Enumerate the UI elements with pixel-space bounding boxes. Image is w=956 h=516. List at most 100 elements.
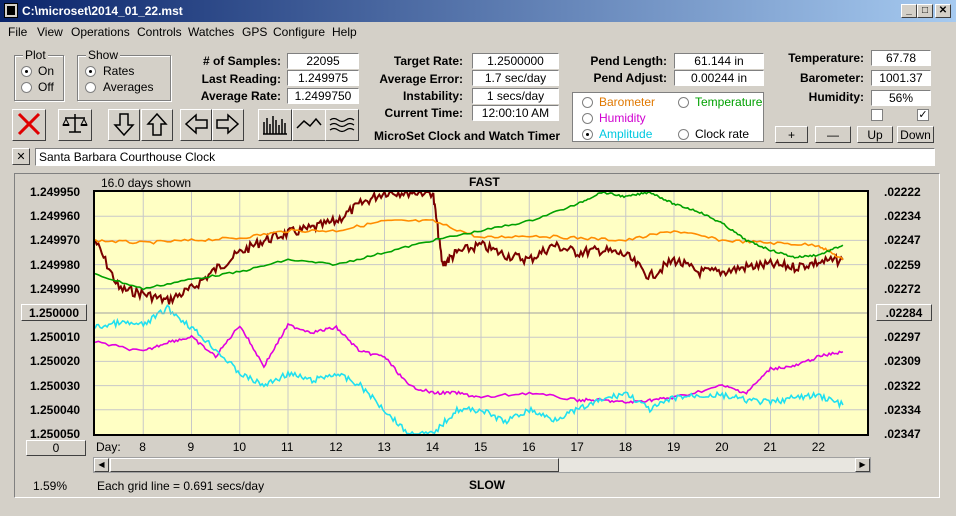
menu-configure[interactable]: Configure <box>273 25 326 39</box>
left-tick-label: 1.249960 <box>30 209 81 224</box>
offset-button[interactable]: 0 <box>26 440 86 456</box>
left-tick-label: 1.250040 <box>30 402 81 417</box>
menu-operations[interactable]: Operations <box>71 25 130 39</box>
arrow-right-icon <box>216 113 240 135</box>
window-title: C:\microset\2014_01_22.mst <box>22 4 183 18</box>
center-amplitude-button[interactable]: .02284 <box>876 304 932 321</box>
average-rate-label: Average Rate: <box>200 89 281 103</box>
maximize-button[interactable]: □ <box>917 4 933 18</box>
percent-label: 1.59% <box>33 479 68 493</box>
unchecked-checkbox[interactable] <box>871 109 883 121</box>
histogram-icon <box>263 116 287 135</box>
arrow-right-button[interactable] <box>212 109 244 141</box>
left-tick-label: 1.250050 <box>30 427 81 441</box>
right-tick-label: .02222 <box>884 185 921 199</box>
series-line-temperature <box>95 192 844 291</box>
menu-help[interactable]: Help <box>332 25 357 39</box>
average-error-label: Average Error: <box>379 72 463 86</box>
minus-button[interactable]: — <box>815 126 851 143</box>
scroll-right-arrow-icon[interactable]: ▶ <box>855 458 870 472</box>
clock-rate-radio[interactable] <box>678 129 689 140</box>
plot-on-radio[interactable] <box>21 66 32 77</box>
histogram-button[interactable] <box>258 109 292 141</box>
plot-group-legend: Plot <box>23 48 48 62</box>
red-x-icon <box>17 112 41 136</box>
scroll-left-arrow-icon[interactable]: ◀ <box>94 458 109 472</box>
left-tick-label: 1.249980 <box>30 257 81 272</box>
title-bar: C:\microset\2014_01_22.mst _ □ ✕ <box>0 0 956 22</box>
right-tick-label: .02347 <box>884 427 921 441</box>
x-tick-label: 11 <box>281 440 294 454</box>
x-tick-label: 18 <box>618 440 633 454</box>
left-tick-label: 1.249970 <box>30 233 81 248</box>
center-rate-button[interactable]: 1.250000 <box>21 304 87 321</box>
clear-clock-button[interactable]: ✕ <box>12 148 30 165</box>
app-caption: MicroSet Clock and Watch Timer <box>374 129 561 143</box>
arrow-down-button[interactable] <box>108 109 140 141</box>
humidity-radio[interactable] <box>582 113 593 124</box>
x-tick-label: 13 <box>377 440 391 454</box>
scales-icon <box>62 114 88 133</box>
arrow-up-icon <box>146 112 168 136</box>
plus-button[interactable]: + <box>775 126 808 143</box>
menu-file[interactable]: File <box>8 25 28 39</box>
app-icon <box>4 3 18 18</box>
barometer-radio[interactable] <box>582 97 593 108</box>
plot-off-label: Off <box>38 80 54 94</box>
checked-checkbox[interactable]: ✓ <box>917 109 929 121</box>
slow-label: SLOW <box>469 478 505 492</box>
arrow-up-button[interactable] <box>141 109 173 141</box>
balance-button[interactable] <box>58 109 92 141</box>
show-rates-radio[interactable] <box>85 66 96 77</box>
menu-watches[interactable]: Watches <box>188 25 235 39</box>
up-button[interactable]: Up <box>857 126 893 143</box>
plot-on-label: On <box>38 64 55 78</box>
plot-off-radio[interactable] <box>21 82 32 93</box>
chart-scrollbar[interactable]: ◀ ▶ <box>93 457 871 473</box>
x-tick-label: 12 <box>329 440 343 454</box>
rate-chart <box>95 192 867 434</box>
stop-button[interactable] <box>12 109 46 141</box>
day-prefix-label: Day: <box>96 440 121 454</box>
samples-value: 22095 <box>287 53 359 69</box>
amplitude-radio[interactable] <box>582 129 593 140</box>
menu-view[interactable]: View <box>37 25 63 39</box>
grid-note-label: Each grid line = 0.691 secs/day <box>97 479 265 493</box>
right-tick-label: .02334 <box>884 402 921 417</box>
plot-area <box>93 190 869 436</box>
line-graph-button[interactable] <box>292 109 326 141</box>
close-window-button[interactable]: ✕ <box>935 4 951 18</box>
wave-button[interactable] <box>325 109 359 141</box>
temperature-value: 67.78 <box>871 50 931 66</box>
scroll-thumb[interactable] <box>110 458 559 472</box>
menu-gps[interactable]: GPS <box>242 25 268 39</box>
clock-name-field[interactable]: Santa Barbara Courthouse Clock <box>35 148 935 166</box>
series-line-amplitude <box>95 304 844 434</box>
amplitude-option-label: Amplitude <box>599 127 653 141</box>
show-averages-radio[interactable] <box>85 82 96 93</box>
barometer-label: Barometer: <box>799 71 864 85</box>
fast-label: FAST <box>469 175 500 189</box>
menu-bar: File View Operations Controls Watches GP… <box>0 22 956 42</box>
down-button[interactable]: Down <box>897 126 934 143</box>
wave-icon <box>329 117 355 133</box>
line-graph-icon <box>296 117 322 129</box>
humidity-label: Humidity: <box>808 90 864 104</box>
left-tick-label: 1.249950 <box>30 185 81 199</box>
barometer-value: 1001.37 <box>871 70 931 86</box>
series-line-clock-rate <box>95 192 844 306</box>
minimize-button[interactable]: _ <box>901 4 917 18</box>
menu-controls[interactable]: Controls <box>137 25 182 39</box>
x-tick-label: 15 <box>474 440 488 454</box>
x-tick-label: 22 <box>811 440 826 454</box>
pend-adjust-label: Pend Adjust: <box>593 71 667 85</box>
x-tick-label: 20 <box>715 440 729 454</box>
right-tick-label: .02234 <box>884 209 921 224</box>
target-rate-field[interactable]: 1.2500000 <box>472 53 559 69</box>
target-rate-label: Target Rate: <box>393 54 463 68</box>
average-error-value: 1.7 sec/day <box>472 70 559 86</box>
x-tick-label: 21 <box>763 440 777 454</box>
temperature-radio[interactable] <box>678 97 689 108</box>
arrow-left-button[interactable] <box>180 109 212 141</box>
left-tick-label: 1.250020 <box>30 354 81 369</box>
